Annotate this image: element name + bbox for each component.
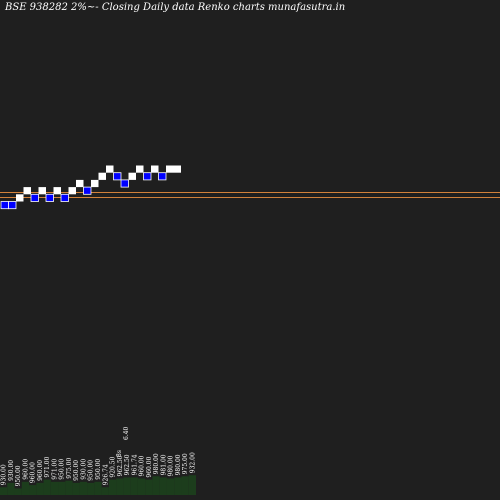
renko-brick-up: [23, 187, 31, 195]
volume-label: 920.50: [110, 456, 117, 477]
volume-bar: [188, 475, 196, 495]
volume-bar: [101, 487, 109, 495]
renko-brick-up: [166, 165, 174, 173]
volume-label: 962.50: [124, 454, 131, 475]
volume-bar: [166, 478, 175, 495]
volume-bar: [123, 477, 131, 495]
volume-bar: [137, 478, 146, 495]
volume-label: 981.00: [160, 454, 167, 475]
volume-bar: [72, 482, 80, 495]
volume-bar: [181, 476, 189, 495]
volume-label: 950.00: [88, 460, 95, 481]
volume-label: 950.00: [73, 460, 80, 481]
renko-brick-down: [0, 201, 9, 210]
volume-bar: [14, 488, 22, 495]
renko-brick-up: [38, 187, 46, 195]
volume-label: 926.74: [102, 464, 109, 485]
volume-label: 930.00: [8, 460, 15, 481]
renko-brick-up: [98, 172, 106, 180]
volume-extra-label: 6.40: [123, 426, 130, 440]
renko-brick-up: [16, 194, 24, 202]
volume-bar: [174, 477, 182, 495]
volume-bar: [79, 481, 88, 495]
volume-label: 930.00: [80, 459, 87, 480]
volume-label: 975.00: [66, 458, 73, 479]
volume-label: 932.00: [189, 452, 196, 473]
volume-label: 961.74: [131, 454, 138, 475]
volume-bar: [21, 481, 30, 495]
renko-brick-up: [106, 165, 114, 173]
volume-bar: [36, 482, 44, 495]
renko-brick-down: [143, 172, 152, 181]
renko-brick-down: [30, 193, 39, 202]
renko-brick-up: [91, 179, 99, 188]
volume-label: 960.00: [146, 456, 153, 477]
renko-brick-up: [76, 179, 84, 188]
renko-brick-up: [136, 165, 144, 173]
volume-label: 960.00: [30, 462, 37, 483]
volume-bar: [0, 487, 8, 495]
volume-label: 960.00: [139, 455, 146, 476]
renko-brick-up: [128, 172, 136, 180]
volume-bar: [152, 476, 160, 495]
volume-label: 980.00: [168, 455, 175, 476]
renko-bricks: [0, 165, 181, 210]
renko-brick-down: [60, 193, 69, 202]
volume-bar: [87, 482, 95, 495]
volume-label: 960.00: [22, 459, 29, 480]
volume-label: 971.00: [44, 456, 51, 477]
renko-brick-down: [8, 201, 17, 210]
volume-bar: [94, 481, 102, 495]
volume-bar: [159, 477, 167, 495]
renko-brick-up: [68, 187, 76, 195]
volume-bar: [108, 479, 117, 495]
volume-labels: 930.00 930.00 950.00 960.00 960.00 960.00 971.…: [1, 426, 197, 486]
volume-label: 980.00: [153, 453, 160, 474]
volume-bar: [43, 479, 51, 495]
renko-brick-down: [113, 172, 122, 181]
renko-brick-up: [53, 187, 61, 195]
renko-brick-up: [173, 165, 181, 173]
volume-bar: [58, 481, 66, 495]
renko-brick-up: [151, 165, 159, 173]
volume-bar: [29, 485, 37, 495]
volume-bar: [145, 479, 153, 495]
chart-title: BSE 938282 2%~- Closing Daily data Renko…: [5, 2, 346, 13]
volume-label: 950.00: [15, 465, 22, 486]
volume-label: 950.00: [95, 459, 102, 480]
volume-label: 950.00: [59, 459, 66, 480]
volume-bar: [65, 480, 73, 495]
volume-label: 975.00: [182, 453, 189, 474]
renko-brick-down: [83, 186, 92, 195]
volume-bar: [50, 481, 59, 495]
volume-label: 930.00: [1, 464, 8, 485]
volume-bars: [0, 475, 196, 495]
volume-extra-label: 8s: [116, 450, 123, 457]
volume-bar: [130, 477, 138, 495]
renko-brick-down: [45, 193, 54, 202]
volume-label: 960.00: [37, 460, 44, 481]
volume-bar: [116, 478, 124, 495]
renko-brick-down: [158, 172, 167, 181]
volume-label: 980.00: [175, 454, 182, 475]
volume-label: 962.50: [117, 455, 124, 476]
volume-bar: [7, 482, 15, 495]
renko-brick-down: [120, 179, 129, 188]
volume-label: 971.00: [51, 459, 58, 480]
